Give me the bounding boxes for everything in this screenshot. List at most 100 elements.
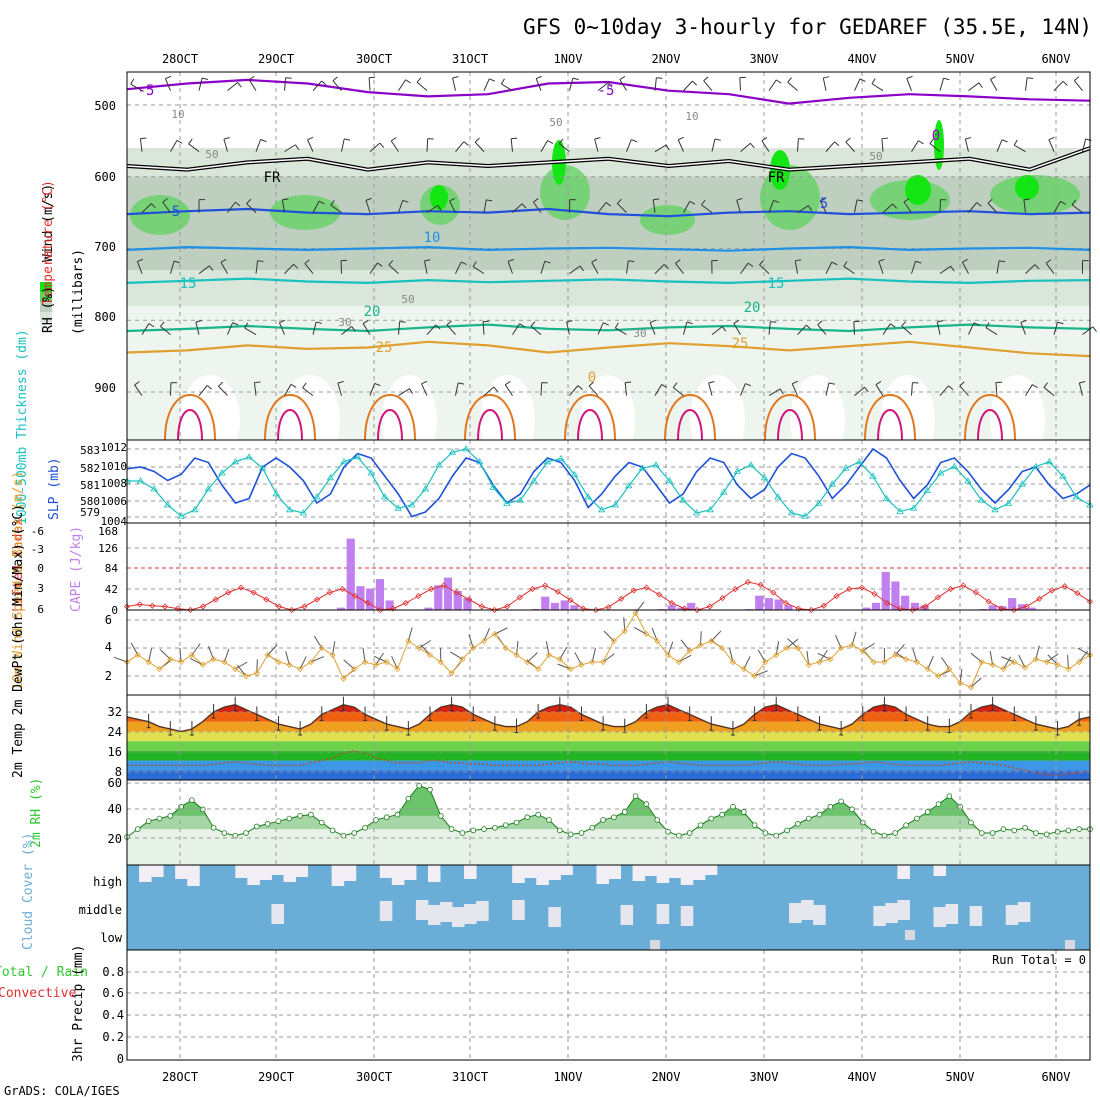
top-date-label: 5NOV bbox=[946, 52, 975, 66]
upper-wind-barb-flag bbox=[759, 260, 764, 266]
high-cloud-cell bbox=[427, 865, 441, 882]
li-point bbox=[808, 606, 815, 614]
high-cloud-cell bbox=[704, 865, 718, 875]
upper-wind-barb-flag bbox=[1045, 259, 1052, 264]
rh-legend-swatch bbox=[40, 322, 52, 332]
contour-label: 5 bbox=[172, 204, 180, 220]
y-tick-label: 84 bbox=[105, 562, 119, 575]
upper-wind-barb-flag bbox=[678, 136, 684, 141]
upper-wind-barb bbox=[654, 384, 663, 396]
upper-wind-barb-flag bbox=[807, 205, 813, 211]
li-point bbox=[884, 599, 891, 607]
upper-wind-barb bbox=[825, 382, 830, 396]
contour-label: FR bbox=[768, 170, 785, 186]
high-cloud-cell bbox=[464, 865, 477, 879]
wind-speed-point bbox=[535, 665, 542, 673]
upper-wind-barb-flag bbox=[1032, 384, 1038, 389]
li-point bbox=[478, 603, 485, 610]
high-cloud-cell bbox=[271, 865, 284, 875]
thickness-point bbox=[380, 493, 389, 500]
wind-speed-point bbox=[199, 661, 206, 668]
wind-barb bbox=[603, 630, 615, 642]
orange-contour bbox=[864, 394, 916, 441]
high-cloud-cell bbox=[403, 865, 417, 880]
upper-wind-barb bbox=[597, 322, 604, 335]
upper-wind-barb bbox=[134, 384, 143, 396]
upper-wind-barb bbox=[1053, 201, 1061, 213]
upper-wind-barb-flag bbox=[701, 199, 706, 206]
upper-wind-barb bbox=[626, 260, 629, 274]
rh-point bbox=[232, 832, 239, 839]
upper-wind-barb bbox=[398, 200, 404, 213]
high-cloud-cell bbox=[295, 865, 309, 877]
thickness-point bbox=[896, 507, 904, 514]
high-cloud-cell bbox=[644, 865, 658, 876]
high-cloud-cell bbox=[512, 865, 525, 883]
thickness-point bbox=[801, 512, 809, 519]
wind-barb bbox=[633, 626, 647, 635]
cloud-title: Cloud Cover (%) bbox=[21, 833, 36, 950]
upper-wind-barb bbox=[683, 201, 691, 213]
rh-contour-label: 50 bbox=[549, 116, 562, 129]
thickness-point bbox=[530, 477, 538, 484]
wind-barb bbox=[757, 649, 766, 663]
li-point bbox=[719, 595, 726, 602]
upper-wind-barb bbox=[307, 139, 314, 152]
li-point bbox=[795, 605, 802, 612]
wind-speed-point bbox=[740, 665, 747, 673]
upper-wind-barb bbox=[903, 201, 912, 213]
rh-point bbox=[1065, 827, 1072, 834]
upper-wind-barb-flag bbox=[137, 258, 144, 262]
cloud-axis-titles: Cloud Cover (%) bbox=[21, 833, 36, 950]
cape-bar bbox=[453, 590, 462, 610]
upper-wind-barb bbox=[304, 263, 314, 274]
upper-wind-barb bbox=[530, 325, 542, 335]
cape-bar bbox=[385, 600, 394, 610]
upper-wind-barb-flag bbox=[202, 77, 209, 80]
thickness-point bbox=[977, 496, 986, 503]
cape-bar bbox=[862, 607, 871, 610]
wind-speed-point bbox=[697, 642, 704, 649]
upper-wind-barb bbox=[996, 139, 1003, 152]
upper-wind-barb bbox=[683, 80, 693, 91]
thickness-point bbox=[692, 509, 701, 516]
y-tick-label: 1008 bbox=[101, 477, 128, 490]
y-tick-label: 0.4 bbox=[102, 1008, 124, 1022]
upper-wind-barb-flag bbox=[533, 198, 539, 203]
rh-point bbox=[405, 795, 412, 802]
upper-wind-barb-flag bbox=[435, 324, 441, 330]
upper-wind-barb bbox=[569, 77, 574, 91]
upper-wind-barb bbox=[968, 322, 975, 335]
high-cloud-cell bbox=[560, 865, 573, 875]
upper-wind-barb bbox=[825, 141, 835, 152]
cloud-level-label: low bbox=[100, 931, 122, 945]
upper-wind-barb-flag bbox=[823, 76, 830, 79]
wind-speed-point bbox=[751, 672, 758, 680]
cape-bar bbox=[336, 607, 346, 610]
upper-wind-barb bbox=[929, 143, 941, 153]
upper-wind-barb bbox=[246, 203, 257, 213]
upper-wind-barb bbox=[362, 323, 371, 335]
upper-wind-barb-flag bbox=[978, 82, 983, 88]
wind-speed-point bbox=[329, 651, 336, 659]
upper-wind-barb-flag bbox=[493, 386, 499, 392]
upper-wind-barb-flag bbox=[390, 137, 397, 142]
rh-point bbox=[589, 824, 596, 831]
y-tick-label: 8 bbox=[115, 765, 122, 779]
upper-wind-barb bbox=[253, 382, 257, 396]
upper-wind-barb-flag bbox=[663, 264, 669, 270]
upper-wind-barb-flag bbox=[379, 142, 385, 148]
upper-wind-barb bbox=[483, 386, 495, 396]
upper-wind-barb-flag bbox=[1079, 381, 1086, 384]
li-point bbox=[1061, 583, 1068, 590]
upper-wind-barb bbox=[817, 324, 827, 335]
contour-label: 20 bbox=[364, 304, 381, 320]
temp-contour-5 bbox=[126, 207, 1091, 218]
li-point bbox=[1036, 595, 1043, 602]
rh-saturated-patch bbox=[430, 185, 448, 210]
upper-wind-barb bbox=[369, 383, 376, 396]
thickness-point bbox=[177, 512, 185, 519]
upper-wind-barb-flag bbox=[162, 198, 168, 203]
upper-wind-barb bbox=[532, 201, 542, 213]
wind-y-tick-labels: 6 4 2 bbox=[105, 613, 112, 683]
